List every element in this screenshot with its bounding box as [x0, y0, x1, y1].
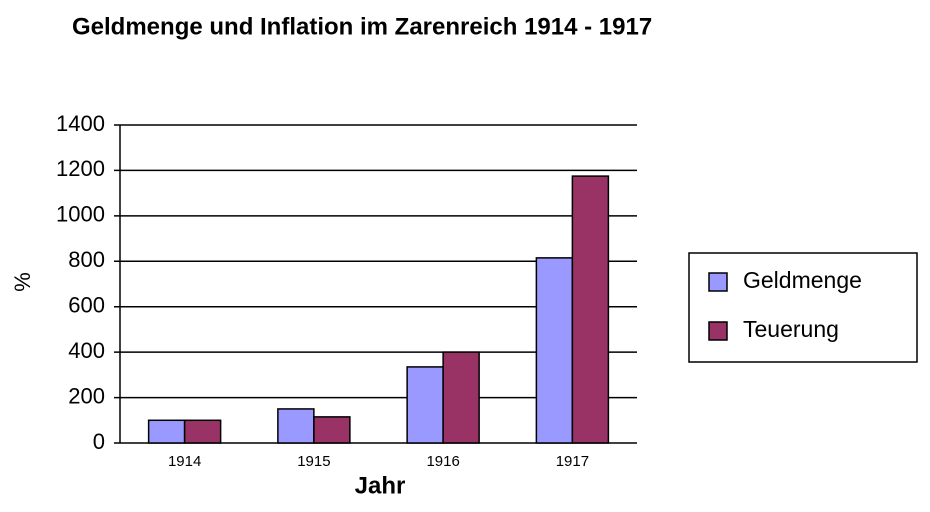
x-tick-label: 1914: [168, 453, 201, 470]
bar: [147, 419, 186, 444]
x-tick-label: 1917: [556, 453, 589, 470]
y-tick-label: 400: [68, 338, 105, 363]
bar: [535, 257, 574, 444]
y-tick-label: 1400: [56, 111, 105, 136]
legend-swatch: [708, 272, 728, 292]
x-tick-label: 1915: [297, 453, 330, 470]
x-axis-label: Jahr: [355, 472, 406, 499]
legend-label: Geldmenge: [743, 267, 862, 293]
legend-label: Teuerung: [743, 316, 839, 342]
bar: [442, 351, 480, 444]
y-tick-label: 600: [68, 293, 105, 318]
y-tick-label: 200: [68, 383, 105, 408]
chart-title: Geldmenge und Inflation im Zarenreich 19…: [72, 13, 652, 40]
y-axis-label: %: [10, 272, 35, 292]
y-tick-label: 800: [68, 247, 105, 272]
y-tick-label: 0: [93, 429, 105, 454]
x-tick-label: 1916: [426, 453, 459, 470]
y-tick-label: 1000: [56, 202, 105, 227]
y-tick-label: 1200: [56, 156, 105, 181]
bar: [277, 408, 315, 444]
bar: [313, 416, 351, 444]
legend-swatch: [708, 321, 728, 341]
bar: [406, 366, 444, 444]
bar: [183, 419, 222, 444]
bar: [571, 175, 610, 444]
legend-box: [688, 252, 918, 363]
